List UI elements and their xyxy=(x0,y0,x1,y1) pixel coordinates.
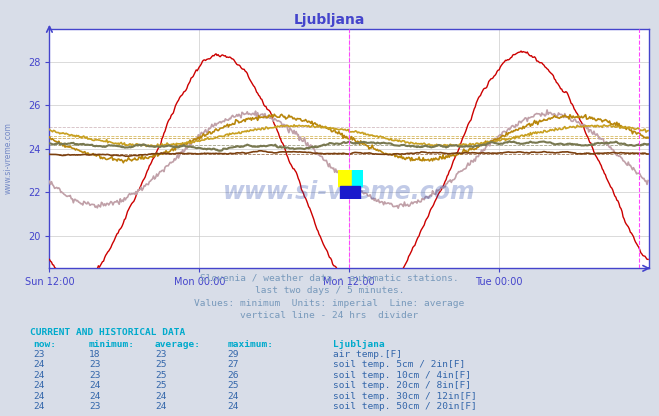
Text: last two days / 5 minutes.: last two days / 5 minutes. xyxy=(255,286,404,295)
Text: www.si-vreme.com: www.si-vreme.com xyxy=(4,122,13,194)
Text: soil temp. 10cm / 4in[F]: soil temp. 10cm / 4in[F] xyxy=(333,371,471,380)
Text: minimum:: minimum: xyxy=(89,339,135,349)
Text: 24: 24 xyxy=(33,360,44,369)
Text: 25: 25 xyxy=(155,360,166,369)
Text: air temp.[F]: air temp.[F] xyxy=(333,350,402,359)
Text: soil temp. 30cm / 12in[F]: soil temp. 30cm / 12in[F] xyxy=(333,391,476,401)
Text: 24: 24 xyxy=(227,402,239,411)
Text: 25: 25 xyxy=(155,371,166,380)
Text: 24: 24 xyxy=(89,391,100,401)
Text: Values: minimum  Units: imperial  Line: average: Values: minimum Units: imperial Line: av… xyxy=(194,299,465,308)
Text: 23: 23 xyxy=(155,350,166,359)
Text: 24: 24 xyxy=(33,391,44,401)
Text: 25: 25 xyxy=(155,381,166,390)
Text: 24: 24 xyxy=(155,391,166,401)
Polygon shape xyxy=(341,186,360,200)
Text: 27: 27 xyxy=(227,360,239,369)
Text: 25: 25 xyxy=(227,381,239,390)
Text: 24: 24 xyxy=(33,381,44,390)
Text: Slovenia / weather data - automatic stations.: Slovenia / weather data - automatic stat… xyxy=(200,274,459,283)
Text: 24: 24 xyxy=(33,371,44,380)
Text: soil temp. 50cm / 20in[F]: soil temp. 50cm / 20in[F] xyxy=(333,402,476,411)
Polygon shape xyxy=(352,170,363,186)
Text: 24: 24 xyxy=(227,391,239,401)
Text: soil temp. 20cm / 8in[F]: soil temp. 20cm / 8in[F] xyxy=(333,381,471,390)
Text: Ljubljana: Ljubljana xyxy=(333,339,385,349)
Text: soil temp. 5cm / 2in[F]: soil temp. 5cm / 2in[F] xyxy=(333,360,465,369)
Text: 26: 26 xyxy=(227,371,239,380)
Text: vertical line - 24 hrs  divider: vertical line - 24 hrs divider xyxy=(241,311,418,320)
Text: 24: 24 xyxy=(155,402,166,411)
Text: Ljubljana: Ljubljana xyxy=(294,13,365,27)
Text: 23: 23 xyxy=(89,402,100,411)
Text: maximum:: maximum: xyxy=(227,339,273,349)
Text: 24: 24 xyxy=(33,402,44,411)
Text: 18: 18 xyxy=(89,350,100,359)
Text: 23: 23 xyxy=(33,350,44,359)
Polygon shape xyxy=(338,170,352,186)
Text: CURRENT AND HISTORICAL DATA: CURRENT AND HISTORICAL DATA xyxy=(30,328,185,337)
Text: 29: 29 xyxy=(227,350,239,359)
Text: 23: 23 xyxy=(89,371,100,380)
Text: 24: 24 xyxy=(89,381,100,390)
Text: 23: 23 xyxy=(89,360,100,369)
Text: now:: now: xyxy=(33,339,56,349)
Text: www.si-vreme.com: www.si-vreme.com xyxy=(223,180,476,204)
Text: average:: average: xyxy=(155,339,201,349)
